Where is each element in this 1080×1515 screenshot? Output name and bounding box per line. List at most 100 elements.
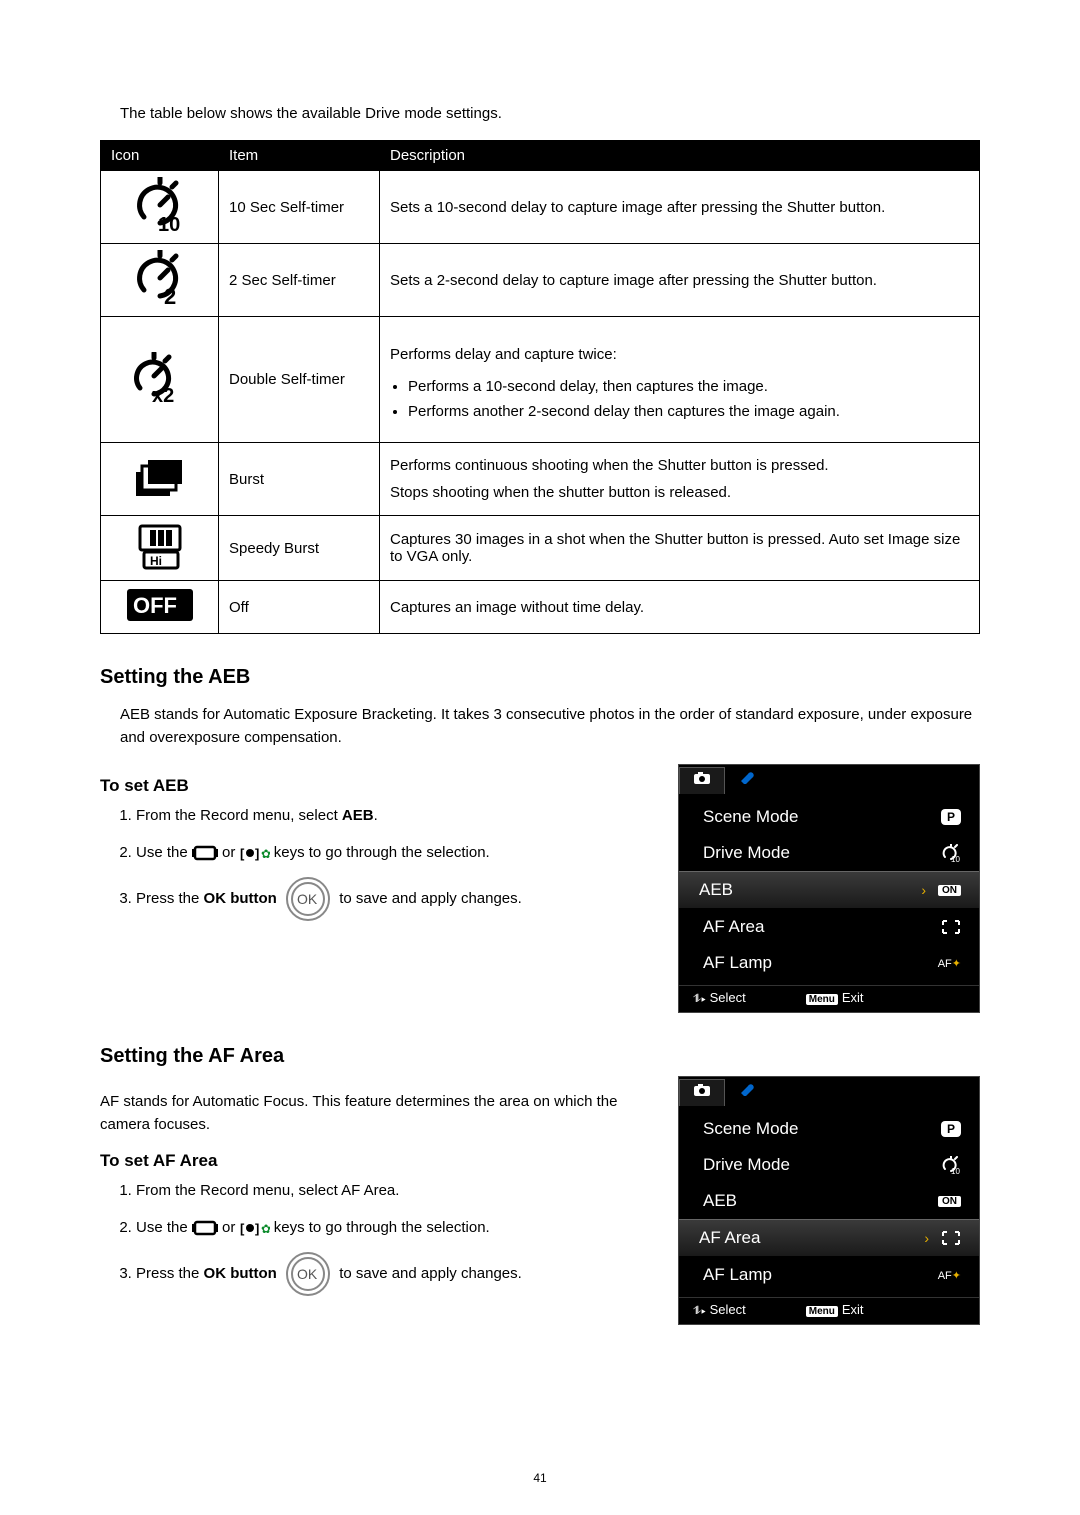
footer-select: ⥮▸ Select — [693, 1302, 746, 1318]
drive-mode-intro: The table below shows the available Driv… — [120, 105, 980, 122]
desc-cell: Performs delay and capture twice: Perfor… — [380, 317, 980, 443]
desc-cell: Sets a 2-second delay to capture image a… — [380, 244, 980, 317]
step-text: to save and apply changes. — [339, 1265, 522, 1282]
svg-text:10: 10 — [158, 214, 180, 233]
aeb-heading: Setting the AEB — [100, 666, 980, 689]
afarea-step-2: Use the or []✿ keys to go through the se… — [136, 1214, 648, 1241]
wrench-icon — [738, 1082, 756, 1096]
burst-icon — [130, 454, 190, 500]
timer-x2-icon: x2 — [130, 352, 190, 404]
ok-button-icon: OK — [285, 1251, 331, 1297]
menu-row: AF Area — [679, 909, 979, 945]
camera-icon — [693, 1083, 711, 1097]
item-cell: 2 Sec Self-timer — [219, 244, 380, 317]
svg-text:✿: ✿ — [261, 847, 270, 861]
afarea-step-3: Press the OK button OK to save and apply… — [136, 1251, 648, 1297]
svg-text:2: 2 — [164, 284, 176, 306]
item-cell: Off — [219, 581, 380, 634]
menu-rows-afarea: Scene ModePDrive Mode10AEBONAF Area›AF L… — [679, 1107, 979, 1297]
footer-select: ⥮▸ Select — [693, 990, 746, 1006]
step-text: keys to go through the selection. — [274, 1219, 490, 1236]
macro-key-icon: []✿ — [240, 1220, 270, 1236]
aeb-step-1: From the Record menu, select AEB. — [136, 802, 648, 829]
menu-row: Scene ModeP — [679, 799, 979, 835]
page-number: 41 — [0, 1471, 1080, 1485]
afarea-heading: Setting the AF Area — [100, 1045, 980, 1068]
display-key-icon — [192, 1220, 218, 1236]
off-icon: OFF — [125, 587, 195, 623]
step-text: keys to go through the selection. — [274, 844, 490, 861]
svg-text:10: 10 — [951, 855, 960, 862]
th-description: Description — [380, 141, 980, 171]
aeb-sub: To set AEB — [100, 776, 648, 796]
wrench-icon — [738, 770, 756, 784]
svg-text:OK: OK — [297, 891, 318, 907]
svg-text:OFF: OFF — [133, 593, 177, 618]
step-text: Use the — [136, 1219, 192, 1236]
step-text: . — [374, 807, 378, 824]
menu-row: Drive Mode10 — [679, 1147, 979, 1183]
menu-row: AF LampAF✦ — [679, 1257, 979, 1293]
speedy-burst-icon: Hi — [130, 522, 190, 570]
menu-row: Drive Mode10 — [679, 835, 979, 871]
menu-tab-setup — [725, 1079, 769, 1105]
footer-exit: MenuExit — [806, 990, 864, 1006]
desc-bullet: Performs a 10-second delay, then capture… — [408, 378, 969, 395]
menu-screenshot-aeb: Scene ModePDrive Mode10AEB›ONAF AreaAF L… — [678, 764, 980, 1013]
table-row: x2 Double Self-timer Performs delay and … — [101, 317, 980, 443]
menu-row: AEBON — [679, 1183, 979, 1219]
desc-line: Stops shooting when the shutter button i… — [390, 484, 969, 501]
afarea-step-1: From the Record menu, select AF Area. — [136, 1177, 648, 1204]
item-cell: Burst — [219, 443, 380, 516]
menu-tab-camera — [679, 1079, 725, 1106]
item-cell: 10 Sec Self-timer — [219, 171, 380, 244]
afarea-intro: AF stands for Automatic Focus. This feat… — [100, 1091, 648, 1136]
item-cell: Double Self-timer — [219, 317, 380, 443]
svg-text:10: 10 — [951, 1167, 960, 1174]
step-bold: OK button — [204, 1265, 277, 1282]
svg-text:]: ] — [255, 846, 259, 861]
macro-key-icon: []✿ — [240, 845, 270, 861]
aeb-step-3: Press the OK button OK to save and apply… — [136, 876, 648, 922]
step-bold: AEB — [342, 807, 374, 824]
menu-row: AF LampAF✦ — [679, 945, 979, 981]
svg-text:OK: OK — [297, 1266, 318, 1282]
svg-text:✿: ✿ — [261, 1222, 270, 1236]
table-row: 10 10 Sec Self-timer Sets a 10-second de… — [101, 171, 980, 244]
table-row: OFF Off Captures an image without time d… — [101, 581, 980, 634]
desc-cell: Captures 30 images in a shot when the Sh… — [380, 516, 980, 581]
desc-line: Performs continuous shooting when the Sh… — [390, 457, 969, 474]
menu-screenshot-afarea: Scene ModePDrive Mode10AEBONAF Area›AF L… — [678, 1076, 980, 1325]
step-text: or — [222, 844, 240, 861]
timer-10-icon: 10 — [132, 177, 188, 233]
menu-row: AEB›ON — [679, 871, 979, 909]
step-text: Press the — [136, 890, 204, 907]
menu-tab-setup — [725, 767, 769, 793]
drive-mode-table: Icon Item Description 10 — [100, 140, 980, 634]
svg-text:Hi: Hi — [150, 554, 162, 568]
display-key-icon — [192, 845, 218, 861]
step-text: or — [222, 1219, 240, 1236]
svg-text:[: [ — [240, 1221, 245, 1236]
table-row: Burst Performs continuous shooting when … — [101, 443, 980, 516]
aeb-intro: AEB stands for Automatic Exposure Bracke… — [120, 704, 980, 749]
menu-rows-aeb: Scene ModePDrive Mode10AEB›ONAF AreaAF L… — [679, 795, 979, 985]
step-text: Press the — [136, 1265, 204, 1282]
afarea-sub: To set AF Area — [100, 1151, 648, 1171]
ok-button-icon: OK — [285, 876, 331, 922]
desc-cell: Sets a 10-second delay to capture image … — [380, 171, 980, 244]
camera-icon — [693, 771, 711, 785]
step-text: From the Record menu, select — [136, 807, 342, 824]
th-icon: Icon — [101, 141, 219, 171]
svg-text:[: [ — [240, 846, 245, 861]
item-cell: Speedy Burst — [219, 516, 380, 581]
aeb-step-2: Use the or []✿ keys to go through the se… — [136, 839, 648, 866]
desc-line: Performs delay and capture twice: — [390, 346, 969, 363]
step-text: Use the — [136, 844, 192, 861]
timer-2-icon: 2 — [132, 250, 188, 306]
menu-row: AF Area› — [679, 1219, 979, 1257]
desc-bullet: Performs another 2-second delay then cap… — [408, 403, 969, 420]
desc-cell: Captures an image without time delay. — [380, 581, 980, 634]
menu-row: Scene ModeP — [679, 1111, 979, 1147]
step-bold: OK button — [204, 890, 277, 907]
